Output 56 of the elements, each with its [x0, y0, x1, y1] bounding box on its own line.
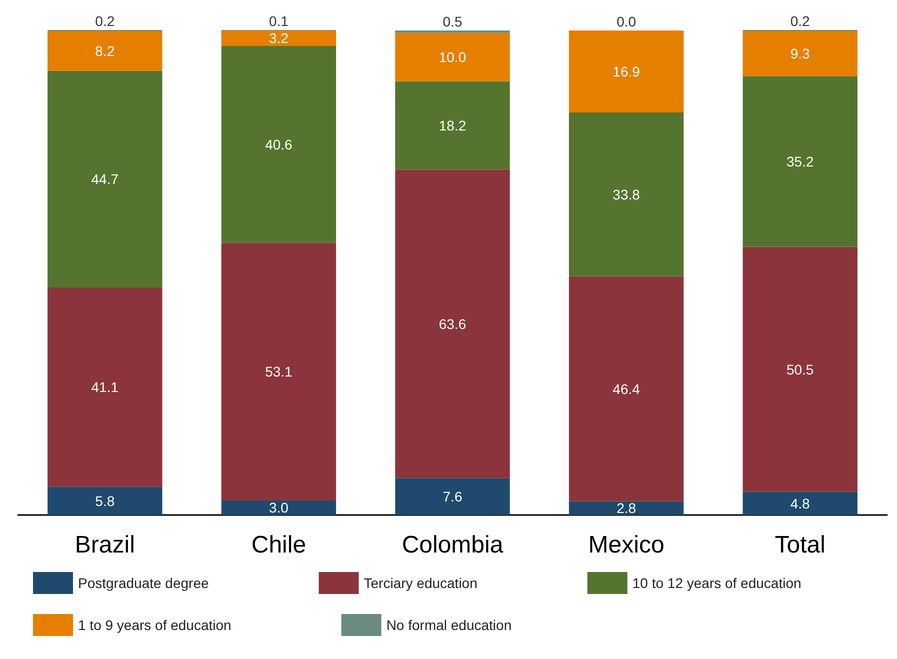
bar — [221, 46, 336, 243]
data-label: 41.1 — [91, 379, 119, 396]
data-label: 0.2 — [95, 13, 115, 29]
data-label: 44.7 — [91, 171, 119, 188]
data-label: 18.2 — [438, 118, 466, 134]
x-tick-label: Colombia — [402, 532, 504, 558]
data-label: 4.8 — [790, 495, 810, 512]
legend-label: Terciary education — [364, 575, 478, 591]
data-label: 40.6 — [265, 136, 293, 152]
bar — [568, 112, 684, 276]
data-label: 9.3 — [790, 46, 810, 62]
bar — [221, 242, 336, 500]
bar — [48, 70, 162, 288]
data-label: 3.0 — [268, 500, 289, 516]
data-label: 0.1 — [268, 13, 289, 29]
data-label: 63.6 — [438, 316, 466, 332]
data-label: 8.2 — [95, 42, 115, 59]
data-label: 3.2 — [268, 30, 289, 46]
data-label: 50.5 — [786, 361, 814, 378]
data-label: 53.1 — [265, 364, 293, 380]
data-label: 0.2 — [790, 13, 810, 29]
bar — [48, 30, 162, 71]
legend-label: Postgraduate degree — [78, 575, 209, 591]
legend-label: 1 to 9 years of education — [78, 617, 232, 633]
data-label: 7.6 — [442, 488, 462, 505]
x-tick-label: Brazil — [74, 532, 135, 558]
bar — [742, 30, 858, 76]
data-label: 0.0 — [616, 13, 636, 30]
bar — [395, 170, 510, 478]
data-label: 0.5 — [442, 13, 462, 30]
data-label: 46.4 — [612, 380, 640, 397]
bar — [48, 288, 162, 487]
data-label: 35.2 — [786, 153, 814, 170]
legend-label: No formal education — [386, 617, 512, 633]
bar — [395, 32, 510, 82]
data-label: 5.8 — [95, 492, 115, 509]
x-tick-label: Chile — [251, 532, 306, 558]
bar — [742, 76, 858, 247]
bar — [395, 81, 510, 170]
bar — [742, 246, 858, 492]
bar — [221, 500, 336, 515]
bar — [568, 501, 684, 515]
bar — [568, 276, 684, 502]
x-tick-label: Mexico — [588, 532, 664, 558]
x-tick-label: Total — [774, 532, 826, 558]
bar — [395, 478, 510, 515]
bar — [395, 30, 510, 33]
data-label: 2.8 — [616, 500, 636, 516]
bar — [221, 30, 336, 46]
bar — [48, 486, 162, 515]
bar — [568, 30, 684, 112]
data-label: 33.8 — [612, 186, 640, 202]
bar — [742, 492, 858, 515]
data-label: 10.0 — [438, 49, 466, 66]
data-label: 16.9 — [612, 63, 640, 80]
legend-label: 10 to 12 years of education — [632, 575, 802, 591]
